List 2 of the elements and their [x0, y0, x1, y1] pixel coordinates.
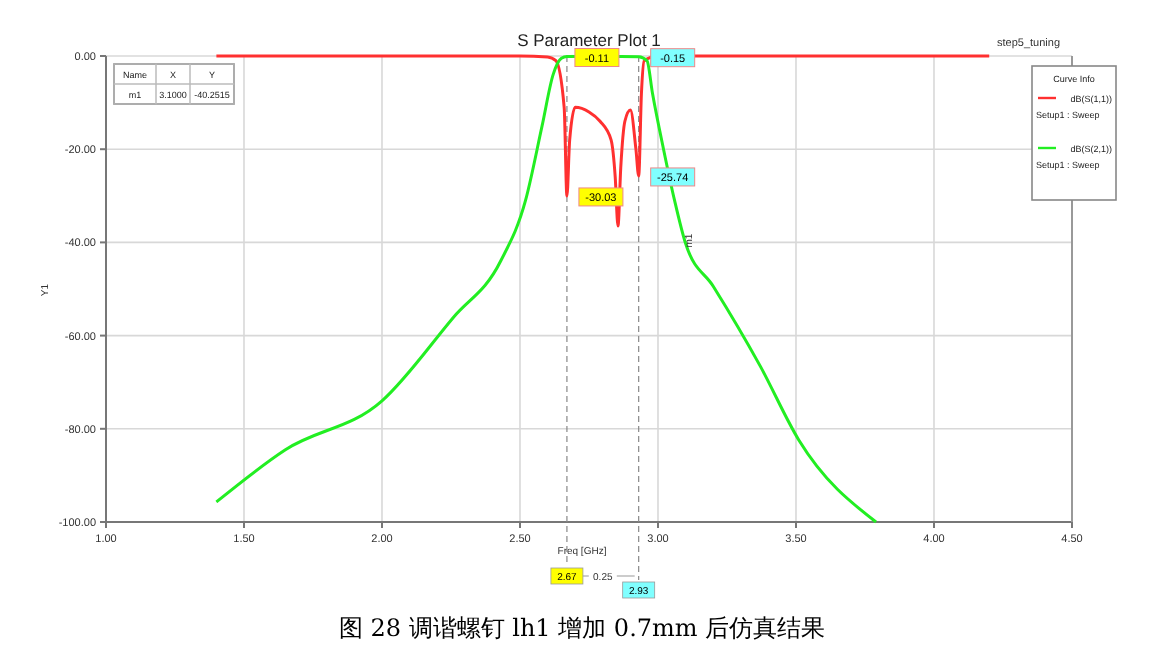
- caption: 图 28 调谐螺钉 lh1 增加 0.7mm 后仿真结果: [338, 614, 826, 642]
- chart-title: S Parameter Plot 1: [517, 30, 662, 50]
